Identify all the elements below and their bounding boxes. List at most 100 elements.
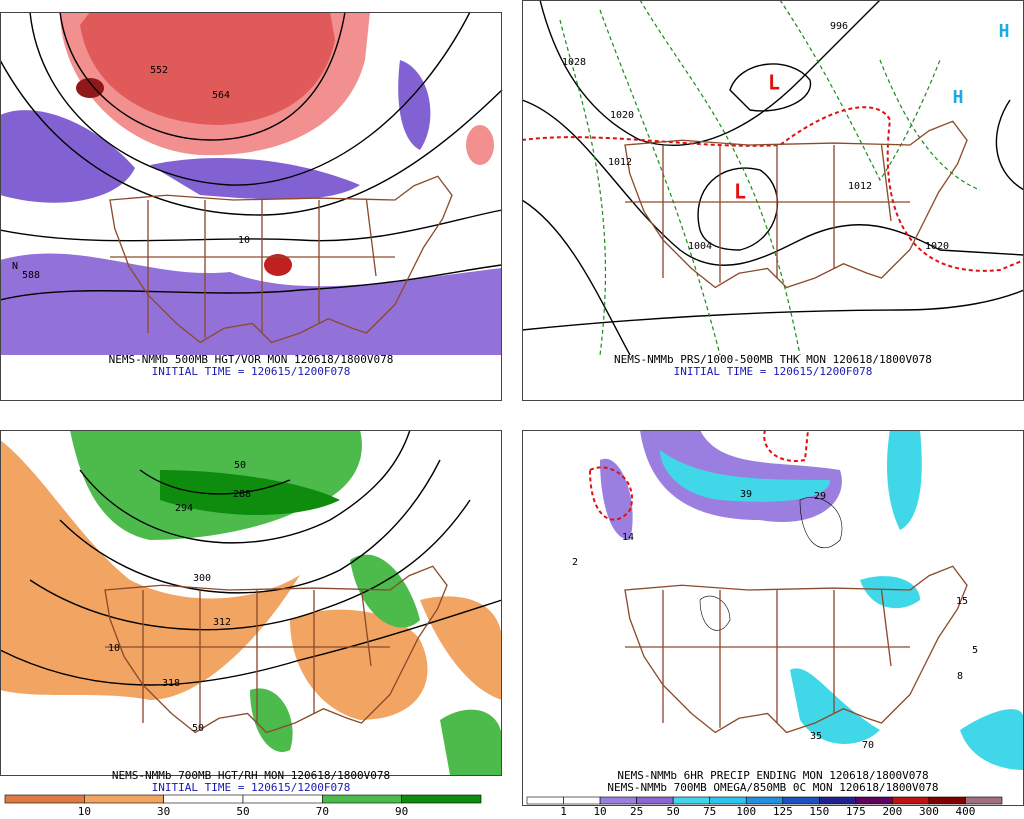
contour (521, 99, 1024, 266)
colorbar-label: 90 (395, 805, 408, 818)
high-center: H (953, 87, 964, 108)
contour-label: 1020 (610, 110, 634, 121)
vorticity-area (466, 125, 494, 165)
colorbar-segment (563, 796, 601, 805)
colorbar-label: 400 (956, 805, 976, 818)
freezing-line (588, 466, 633, 521)
thickness-contour (559, 19, 607, 356)
contour-label: 996 (830, 21, 848, 32)
colorbar-segment (401, 794, 482, 804)
vorticity-area (80, 12, 335, 125)
humidity-area (440, 709, 502, 775)
caption: NEMS-NMMb PRS/1000-500MB THK MON 120618/… (614, 353, 932, 366)
colorbar-segment (526, 796, 564, 805)
colorbar: 10 30 50 70 90 (4, 794, 482, 818)
thickness-contour (779, 0, 941, 182)
colorbar-segment (928, 796, 966, 805)
vorticity-max (264, 254, 292, 276)
low-center: L (768, 71, 780, 95)
panel-frame (0, 12, 502, 401)
contour-label: 50 (192, 723, 204, 734)
precip-area (640, 430, 842, 522)
colorbar-label: 25 (630, 805, 643, 818)
contour-label: 300 (193, 573, 211, 584)
precip-area (887, 430, 922, 530)
high-center: H (999, 21, 1010, 42)
colorbar-label: 175 (846, 805, 866, 818)
freezing-line (521, 106, 1024, 272)
colorbar-label: 70 (316, 805, 329, 818)
contour-label: 564 (212, 90, 230, 101)
panel-700mb: 300 312 318 288 294 50 50 10 NEMS-NMMb 7… (0, 429, 503, 818)
contour (521, 289, 1024, 331)
contour-label: 552 (150, 65, 168, 76)
omega-contour (799, 497, 843, 549)
panel-pressure: 1028 1020 1012 1004 996 L L H H 1020 101… (521, 0, 1024, 401)
thickness-contour (639, 0, 801, 356)
contour (995, 99, 1024, 191)
contour-label: 1012 (608, 157, 632, 168)
contour (29, 499, 471, 631)
precip-label: 14 (622, 532, 634, 543)
low-center: L (734, 180, 746, 204)
colorbar-segment (819, 796, 857, 805)
contour-label: 50 (234, 460, 246, 471)
humidity-area (420, 596, 502, 700)
precip-area (860, 576, 920, 609)
colorbar: 1 10 25 50 75 100 125 150 175 200 300 400 (526, 796, 1003, 818)
contour-label: 1020 (925, 241, 949, 252)
contour-label: 318 (162, 678, 180, 689)
colorbar-label: 50 (236, 805, 249, 818)
vorticity-max (76, 78, 104, 98)
colorbar-segment (892, 796, 930, 805)
contour (59, 11, 346, 141)
colorbar-segment (965, 796, 1003, 805)
thickness-contour (599, 9, 721, 356)
contour (521, 199, 631, 356)
panel-frame (522, 0, 1024, 401)
precip-label: 39 (740, 489, 752, 500)
colorbar-segment (322, 794, 402, 804)
humidity-area (160, 470, 340, 515)
vorticity-area (0, 110, 135, 203)
contour-label: 1028 (562, 57, 586, 68)
contour (0, 264, 503, 301)
initial-time: INITIAL TIME = 120615/1200F078 (152, 781, 351, 794)
panel-frame (0, 430, 502, 776)
initial-time: INITIAL TIME = 120615/1200F078 (674, 365, 873, 378)
contour-label: 10 (108, 643, 120, 654)
precip-label: 8 (957, 671, 963, 682)
contour-label: 1012 (848, 181, 872, 192)
colorbar-label: 10 (78, 805, 91, 818)
contour (79, 429, 411, 544)
colorbar-segment (672, 796, 710, 805)
contour-label: 312 (213, 617, 231, 628)
colorbar-segment (636, 796, 674, 805)
colorbar-segment (709, 796, 747, 805)
coastline (624, 120, 968, 289)
contour-label: 588 (22, 270, 40, 281)
caption: NEMS-NMMb 6HR PRECIP ENDING MON 120618/1… (617, 769, 928, 782)
colorbar-label: 30 (157, 805, 170, 818)
caption: NEMS-NMMb 700MB OMEGA/850MB 0C MON 12061… (607, 781, 938, 794)
precip-label: 70 (862, 740, 874, 751)
precip-label: 5 (972, 645, 978, 656)
colorbar-segment (599, 796, 637, 805)
caption: NEMS-NMMb 500MB HGT/VOR MON 120618/1800V… (109, 353, 394, 366)
precip-area (790, 668, 880, 744)
colorbar-label: 200 (882, 805, 902, 818)
contour (29, 11, 471, 186)
contour-label: 288 (233, 489, 251, 500)
colorbar-segment (163, 794, 244, 804)
colorbar-segment (782, 796, 820, 805)
initial-time: INITIAL TIME = 120615/1200F078 (152, 365, 351, 378)
precip-label: 35 (810, 731, 822, 742)
contour (59, 459, 441, 594)
contour (139, 469, 291, 495)
caption: NEMS-NMMb 700MB HGT/RH MON 120618/1800V0… (112, 769, 390, 782)
humidity-area (250, 688, 293, 752)
humidity-area (0, 440, 300, 700)
thickness-contour (879, 59, 981, 191)
contour (729, 63, 812, 112)
colorbar-label: 50 (667, 805, 680, 818)
